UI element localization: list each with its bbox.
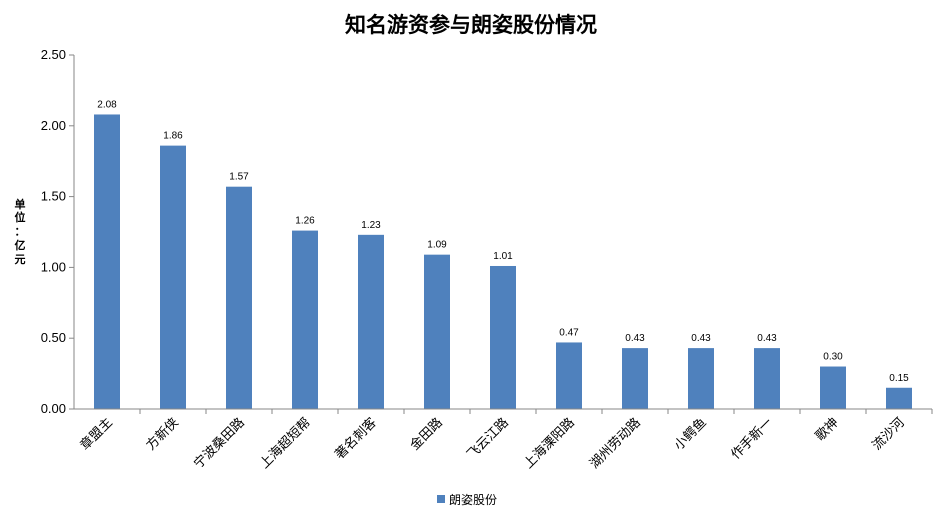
y-tick-label: 1.50 bbox=[41, 189, 66, 204]
y-axis-label-char: ： bbox=[15, 225, 26, 238]
y-axis-label-char: 单 bbox=[15, 197, 26, 211]
data-label: 1.23 bbox=[361, 220, 381, 231]
y-axis-label: 单 位 ： 亿 元 bbox=[15, 197, 26, 266]
data-label: 2.08 bbox=[97, 99, 117, 110]
y-axis-ticks: 0.00 0.50 1.00 1.50 2.00 2.50 bbox=[41, 47, 74, 416]
bar bbox=[688, 348, 714, 409]
y-tick-label: 0.00 bbox=[41, 401, 66, 416]
y-axis-label-char: 位 bbox=[15, 210, 26, 224]
data-label: 0.43 bbox=[757, 333, 777, 344]
bar-series bbox=[94, 114, 912, 410]
x-tick-label: 著名刺客 bbox=[332, 415, 380, 463]
bar bbox=[424, 254, 450, 409]
x-tick-label: 作手新一 bbox=[728, 415, 776, 463]
data-label: 1.09 bbox=[427, 240, 447, 251]
bar bbox=[160, 145, 186, 409]
data-label: 0.43 bbox=[691, 333, 711, 344]
x-tick-label: 上海超短帮 bbox=[257, 415, 314, 472]
x-tick-label: 歌神 bbox=[813, 415, 842, 444]
bar bbox=[556, 342, 582, 409]
data-label: 0.30 bbox=[823, 352, 843, 363]
y-axis-label-char: 元 bbox=[15, 253, 26, 266]
data-label: 1.26 bbox=[295, 216, 315, 227]
x-tick-label: 章盟主 bbox=[77, 415, 116, 454]
x-tick-label: 宁波桑田路 bbox=[191, 415, 248, 472]
data-label: 1.01 bbox=[493, 251, 513, 262]
x-tick-label: 流沙河 bbox=[870, 415, 908, 453]
bar bbox=[490, 265, 516, 409]
data-label: 0.43 bbox=[625, 333, 645, 344]
data-label: 1.86 bbox=[163, 131, 183, 142]
legend: 朗姿股份 bbox=[437, 493, 497, 507]
x-axis-categories: 章盟主 方新侠 宁波桑田路 上海超短帮 著名刺客 金田路 飞云江路 上海溧阳路 湖州劳动路 小鳄鱼… bbox=[77, 409, 933, 472]
data-label: 0.47 bbox=[559, 327, 579, 338]
legend-label: 朗姿股份 bbox=[449, 493, 497, 507]
y-axis-label-char: 亿 bbox=[15, 238, 26, 252]
data-label: 1.57 bbox=[229, 172, 249, 183]
bar bbox=[754, 348, 780, 409]
y-tick-label: 1.00 bbox=[41, 259, 66, 274]
x-tick-label: 金田路 bbox=[407, 415, 446, 454]
x-tick-label: 方新侠 bbox=[143, 415, 182, 454]
bar bbox=[820, 366, 846, 409]
bar bbox=[886, 387, 912, 409]
y-tick-label: 2.00 bbox=[41, 118, 66, 133]
y-tick-label: 0.50 bbox=[41, 330, 66, 345]
x-tick-label: 湖州劳动路 bbox=[587, 415, 644, 472]
bar bbox=[94, 114, 120, 410]
y-tick-label: 2.50 bbox=[41, 47, 66, 62]
x-tick-label: 上海溧阳路 bbox=[521, 415, 578, 472]
bar bbox=[292, 230, 318, 409]
bar bbox=[226, 186, 252, 409]
data-label: 0.15 bbox=[889, 373, 909, 384]
data-labels: 2.08 1.86 1.57 1.26 1.23 1.09 1.01 0.47 0.43 0.43… bbox=[97, 99, 909, 383]
legend-swatch bbox=[437, 495, 445, 503]
chart-title: 知名游资参与朗姿股份情况 bbox=[345, 12, 597, 37]
x-tick-label: 小鳄鱼 bbox=[671, 415, 710, 454]
bar bbox=[622, 348, 648, 409]
bar bbox=[358, 234, 384, 409]
x-tick-label: 飞云江路 bbox=[464, 415, 512, 463]
